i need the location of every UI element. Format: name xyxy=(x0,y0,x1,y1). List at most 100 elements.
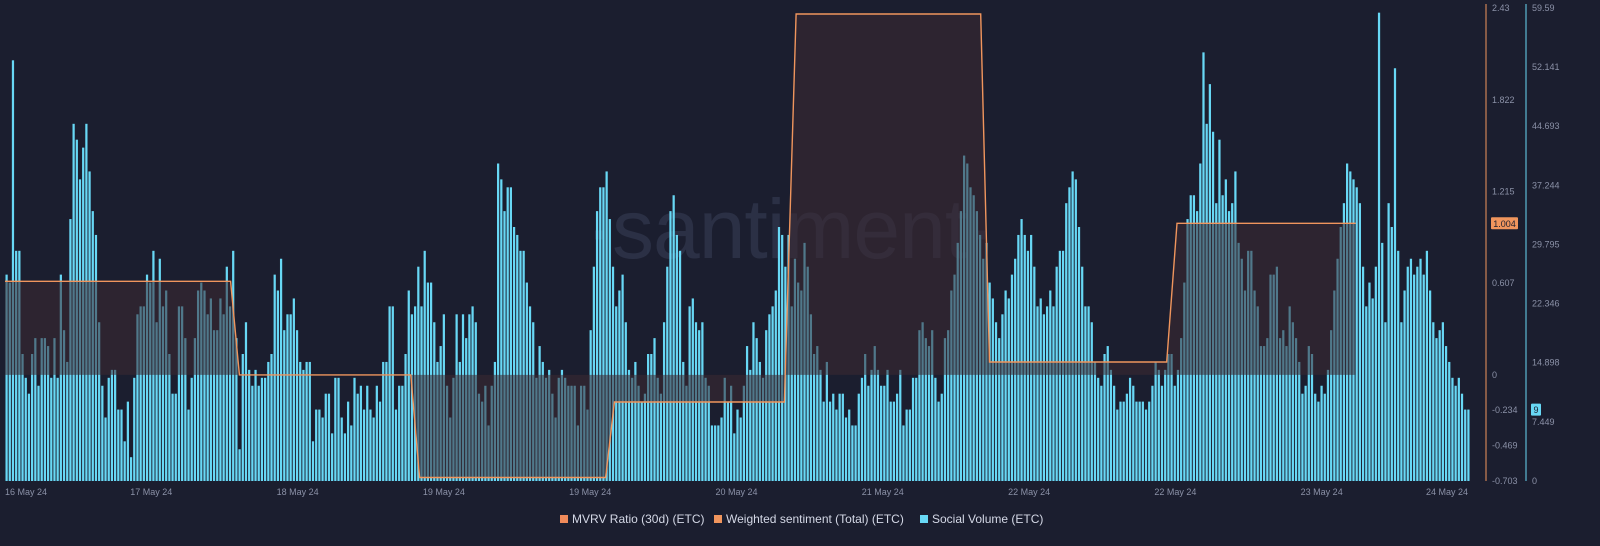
social-volume-bar[interactable] xyxy=(1400,322,1403,481)
social-volume-bar[interactable] xyxy=(1291,322,1294,481)
social-volume-bar[interactable] xyxy=(372,417,375,482)
social-volume-bar[interactable] xyxy=(305,361,308,481)
social-volume-bar[interactable] xyxy=(1374,266,1377,481)
social-volume-bar[interactable] xyxy=(675,234,678,481)
social-volume-bar[interactable] xyxy=(129,457,133,481)
social-volume-bar[interactable] xyxy=(500,179,503,481)
social-volume-bar[interactable] xyxy=(1285,346,1288,481)
social-volume-bar[interactable] xyxy=(110,369,114,481)
social-volume-bar[interactable] xyxy=(1457,377,1460,481)
social-volume-bar[interactable] xyxy=(704,377,707,481)
social-volume-bar[interactable] xyxy=(286,314,289,481)
social-volume-bar[interactable] xyxy=(1384,322,1387,481)
social-volume-bar[interactable] xyxy=(931,330,934,481)
social-volume-bar[interactable] xyxy=(1390,227,1393,481)
social-volume-bar[interactable] xyxy=(1068,187,1071,481)
social-volume-bar[interactable] xyxy=(1017,234,1020,481)
social-volume-bar[interactable] xyxy=(1243,290,1247,482)
social-volume-bar[interactable] xyxy=(327,393,331,481)
social-volume-bar[interactable] xyxy=(340,417,343,482)
social-volume-bar[interactable] xyxy=(5,274,8,481)
social-volume-bar[interactable] xyxy=(902,425,905,481)
social-volume-bar[interactable] xyxy=(911,377,915,481)
social-volume-bar[interactable] xyxy=(241,354,244,481)
social-volume-bar[interactable] xyxy=(369,409,372,481)
social-volume-bar[interactable] xyxy=(851,425,854,481)
social-volume-bar[interactable] xyxy=(289,314,292,481)
social-volume-bar[interactable] xyxy=(350,425,353,481)
social-volume-bar[interactable] xyxy=(602,187,605,481)
social-volume-bar[interactable] xyxy=(656,377,659,481)
social-volume-bar[interactable] xyxy=(1266,338,1269,481)
social-volume-bar[interactable] xyxy=(825,361,828,481)
social-volume-bar[interactable] xyxy=(1132,385,1135,481)
social-volume-bar[interactable] xyxy=(873,346,876,481)
social-volume-bar[interactable] xyxy=(761,377,765,481)
social-volume-bar[interactable] xyxy=(66,361,69,481)
social-volume-bar[interactable] xyxy=(1259,346,1263,481)
legend-swatch[interactable] xyxy=(714,515,722,523)
social-volume-bar[interactable] xyxy=(1393,68,1397,481)
social-volume-bar[interactable] xyxy=(353,377,356,481)
social-volume-bar[interactable] xyxy=(308,361,311,481)
social-volume-bar[interactable] xyxy=(315,409,318,481)
social-volume-bar[interactable] xyxy=(1065,203,1068,481)
social-volume-bar[interactable] xyxy=(1307,346,1310,481)
social-volume-bar[interactable] xyxy=(123,441,126,481)
social-volume-bar[interactable] xyxy=(1397,250,1400,481)
social-volume-bar[interactable] xyxy=(1320,385,1323,481)
social-volume-bar[interactable] xyxy=(1438,330,1441,481)
social-volume-bar[interactable] xyxy=(1368,282,1371,481)
social-volume-bar[interactable] xyxy=(519,250,522,481)
social-volume-bar[interactable] xyxy=(212,330,216,481)
social-volume-bar[interactable] xyxy=(943,338,947,481)
social-volume-bar[interactable] xyxy=(864,354,867,481)
social-volume-bar[interactable] xyxy=(59,274,62,481)
social-volume-bar[interactable] xyxy=(1077,227,1081,481)
social-volume-bar[interactable] xyxy=(1154,361,1157,481)
social-volume-bar[interactable] xyxy=(1282,330,1285,481)
social-volume-bar[interactable] xyxy=(1020,219,1023,481)
social-volume-bar[interactable] xyxy=(1036,306,1039,481)
social-volume-bar[interactable] xyxy=(302,369,305,481)
social-volume-bar[interactable] xyxy=(228,306,232,481)
social-volume-bar[interactable] xyxy=(101,385,104,481)
social-volume-bar[interactable] xyxy=(139,306,142,481)
social-volume-bar[interactable] xyxy=(1001,314,1004,481)
social-volume-bar[interactable] xyxy=(219,298,222,481)
social-volume-bar[interactable] xyxy=(238,449,241,481)
legend-item-label[interactable]: Social Volume (ETC) xyxy=(932,512,1043,526)
social-volume-bar[interactable] xyxy=(24,377,27,481)
social-volume-bar[interactable] xyxy=(1128,377,1132,481)
social-volume-bar[interactable] xyxy=(899,369,902,481)
social-volume-bar[interactable] xyxy=(1272,274,1275,481)
social-volume-bar[interactable] xyxy=(506,187,509,481)
social-volume-bar[interactable] xyxy=(181,306,184,481)
social-volume-bar[interactable] xyxy=(739,417,742,482)
social-volume-bar[interactable] xyxy=(1330,330,1333,481)
social-volume-bar[interactable] xyxy=(758,361,761,481)
social-volume-bar[interactable] xyxy=(378,401,382,481)
social-volume-bar[interactable] xyxy=(905,409,908,481)
social-volume-bar[interactable] xyxy=(1371,298,1374,481)
social-volume-bar[interactable] xyxy=(56,377,59,481)
social-volume-bar[interactable] xyxy=(509,187,512,481)
legend-swatch[interactable] xyxy=(920,515,928,523)
social-volume-bar[interactable] xyxy=(1151,385,1154,481)
social-volume-bar[interactable] xyxy=(841,393,844,481)
social-volume-bar[interactable] xyxy=(1365,306,1368,481)
social-volume-bar[interactable] xyxy=(1432,322,1435,481)
social-volume-bar[interactable] xyxy=(1467,409,1470,481)
social-volume-bar[interactable] xyxy=(193,338,197,481)
social-volume-bar[interactable] xyxy=(267,361,270,481)
social-volume-bar[interactable] xyxy=(522,250,525,481)
legend-swatch[interactable] xyxy=(560,515,568,523)
social-volume-bar[interactable] xyxy=(1377,12,1381,482)
social-volume-bar[interactable] xyxy=(40,338,43,481)
social-volume-bar[interactable] xyxy=(516,234,519,481)
social-volume-bar[interactable] xyxy=(1441,322,1444,481)
social-volume-bar[interactable] xyxy=(643,393,647,481)
social-volume-bar[interactable] xyxy=(206,314,209,481)
social-volume-bar[interactable] xyxy=(669,211,672,481)
social-volume-bar[interactable] xyxy=(733,433,736,481)
